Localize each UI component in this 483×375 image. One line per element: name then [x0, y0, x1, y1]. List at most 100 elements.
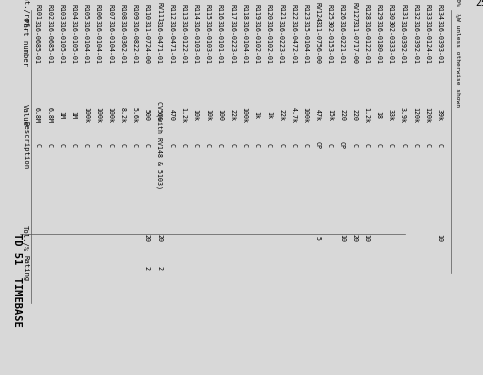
Text: C: C [437, 143, 442, 147]
Text: R119: R119 [254, 4, 259, 20]
Text: C: C [254, 143, 259, 147]
Text: 500: 500 [144, 109, 150, 121]
Text: R103: R103 [58, 4, 64, 20]
Text: CP: CP [314, 141, 321, 149]
Text: 316-0471-01: 316-0471-01 [168, 20, 174, 64]
Text: 311-0717-00: 311-0717-00 [351, 20, 357, 64]
Text: 316-0104-01: 316-0104-01 [107, 20, 113, 64]
Text: 1.2k: 1.2k [180, 107, 186, 123]
Text: 316-0471-01: 316-0471-01 [156, 20, 162, 64]
Text: 316-0393-01: 316-0393-01 [437, 20, 442, 64]
Text: 100: 100 [217, 109, 223, 121]
Text: 316-0223-01: 316-0223-01 [278, 20, 284, 64]
Text: 3.9k: 3.9k [400, 107, 406, 123]
Text: C: C [302, 143, 309, 147]
Text: RV127: RV127 [351, 2, 357, 22]
Text: 470: 470 [168, 109, 174, 121]
Text: 1k: 1k [266, 111, 272, 119]
Text: 47k: 47k [314, 109, 321, 121]
Text: 100k: 100k [95, 107, 101, 123]
Text: 316-0105-01: 316-0105-01 [71, 20, 77, 64]
Text: 316-0101-01: 316-0101-01 [217, 20, 223, 64]
Text: 120k: 120k [425, 107, 430, 123]
Text: 6.8M: 6.8M [34, 107, 40, 123]
Text: C: C [205, 143, 211, 147]
Text: 2: 2 [156, 266, 162, 270]
Text: R133: R133 [425, 4, 430, 20]
Text: 316-0685-01: 316-0685-01 [34, 20, 40, 64]
Text: R110: R110 [144, 4, 150, 20]
Text: C: C [376, 143, 382, 147]
Text: 316-0103-01: 316-0103-01 [193, 20, 199, 64]
Text: 316-0122-01: 316-0122-01 [180, 20, 186, 64]
Text: RV111: RV111 [156, 2, 162, 22]
Text: Part number: Part number [22, 18, 28, 66]
Text: 20: 20 [144, 234, 150, 242]
Text: 316-0221-01: 316-0221-01 [339, 20, 345, 64]
Text: 1M: 1M [71, 111, 77, 119]
Text: R112: R112 [168, 4, 174, 20]
Text: 8.2k: 8.2k [119, 107, 126, 123]
Text: R107: R107 [107, 4, 113, 20]
Text: 10: 10 [339, 234, 345, 242]
Text: 316-0104-01: 316-0104-01 [242, 20, 247, 64]
Text: C: C [400, 143, 406, 147]
Text: 2: 2 [144, 266, 150, 270]
Text: Rating: Rating [22, 255, 28, 281]
Text: R104: R104 [71, 4, 77, 20]
Text: 33k: 33k [388, 109, 394, 121]
Text: 302-0333-01: 302-0333-01 [388, 20, 394, 64]
Text: 10k: 10k [205, 109, 211, 121]
Text: 20: 20 [351, 234, 357, 242]
Text: 5: 5 [314, 236, 321, 240]
Text: 316-0124-01: 316-0124-01 [425, 20, 430, 64]
Text: 560: 560 [156, 109, 162, 121]
Text: 316-0685-01: 316-0685-01 [46, 20, 52, 64]
Text: R118: R118 [242, 4, 247, 20]
Text: 22k: 22k [278, 109, 284, 121]
Text: R134: R134 [437, 4, 442, 20]
Text: C: C [266, 143, 272, 147]
Text: C: C [193, 143, 199, 147]
Text: 100k: 100k [83, 107, 89, 123]
Text: 316-0392-01: 316-0392-01 [412, 20, 418, 64]
Text: 25: 25 [475, 0, 483, 8]
Text: C: C [290, 143, 296, 147]
Text: C: C [363, 143, 369, 147]
Text: C: C [107, 143, 113, 147]
Text: 5.6k: 5.6k [131, 107, 138, 123]
Text: 18: 18 [376, 111, 382, 119]
Text: C: C [278, 143, 284, 147]
Text: Value: Value [22, 104, 28, 126]
Text: 316-0472-01: 316-0472-01 [290, 20, 296, 64]
Text: Cat./ref.: Cat./ref. [22, 0, 28, 32]
Text: 220: 220 [339, 109, 345, 121]
Text: R132: R132 [412, 4, 418, 20]
Text: 100k: 100k [302, 107, 309, 123]
Text: 100k: 100k [242, 107, 247, 123]
Text: R117: R117 [229, 4, 235, 20]
Text: R129: R129 [376, 4, 382, 20]
Text: 302-0153-01: 302-0153-01 [327, 20, 333, 64]
Text: 1M: 1M [58, 111, 64, 119]
Text: C: C [58, 143, 64, 147]
Text: 316-0104-01: 316-0104-01 [95, 20, 101, 64]
Text: 316-0822-01: 316-0822-01 [131, 20, 138, 64]
Text: C: C [242, 143, 247, 147]
Text: 22k: 22k [229, 109, 235, 121]
Text: 311-0724-00: 311-0724-00 [144, 20, 150, 64]
Text: 10: 10 [437, 234, 442, 242]
Text: 10k: 10k [193, 109, 199, 121]
Text: 311-0756-00: 311-0756-00 [314, 20, 321, 64]
Text: R128: R128 [363, 4, 369, 20]
Text: C: C [34, 143, 40, 147]
Text: R130: R130 [388, 4, 394, 20]
Text: 100k: 100k [107, 107, 113, 123]
Text: Tol./%: Tol./% [22, 225, 28, 251]
Text: 4.7k: 4.7k [290, 107, 296, 123]
Text: 316-0180-01: 316-0180-01 [376, 20, 382, 64]
Text: C: C [119, 143, 126, 147]
Text: R109: R109 [131, 4, 138, 20]
Text: C: C [327, 143, 333, 147]
Text: C: C [217, 143, 223, 147]
